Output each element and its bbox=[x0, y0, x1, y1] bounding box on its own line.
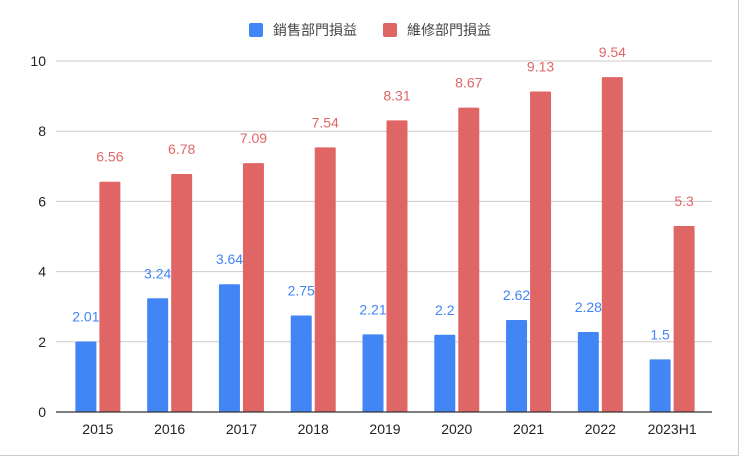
data-label-sales: 2.21 bbox=[359, 301, 386, 317]
data-label-repair: 8.67 bbox=[455, 75, 482, 91]
y-tick-label: 8 bbox=[38, 123, 46, 139]
data-label-sales: 2.62 bbox=[503, 287, 530, 303]
data-label-repair: 6.78 bbox=[168, 141, 195, 157]
bar-sales bbox=[147, 298, 169, 412]
bar-sales bbox=[649, 359, 671, 412]
bar-repair bbox=[99, 181, 121, 412]
legend-swatch-repair bbox=[383, 23, 397, 37]
data-label-repair: 8.31 bbox=[383, 87, 410, 103]
legend: 銷售部門損益 維修部門損益 bbox=[0, 20, 740, 40]
x-tick-label: 2019 bbox=[369, 421, 400, 437]
data-label-repair: 7.54 bbox=[312, 114, 339, 130]
bar-repair bbox=[530, 91, 552, 413]
y-tick-label: 6 bbox=[38, 193, 46, 209]
x-tick-label: 2020 bbox=[441, 421, 472, 437]
x-tick-label: 2018 bbox=[298, 421, 329, 437]
bar-sales bbox=[75, 341, 97, 412]
x-tick-label: 2017 bbox=[226, 421, 257, 437]
bar-repair bbox=[171, 174, 193, 412]
legend-label-sales: 銷售部門損益 bbox=[273, 22, 357, 38]
data-label-sales: 3.24 bbox=[144, 265, 171, 281]
x-tick-label: 2022 bbox=[585, 421, 616, 437]
bar-sales bbox=[362, 334, 384, 412]
data-label-repair: 6.56 bbox=[96, 149, 123, 165]
data-label-repair: 5.3 bbox=[674, 193, 694, 209]
y-tick-label: 4 bbox=[38, 264, 46, 280]
data-label-sales: 2.01 bbox=[72, 308, 99, 324]
x-tick-label: 2016 bbox=[154, 421, 185, 437]
bar-sales bbox=[434, 334, 456, 412]
bar-repair bbox=[242, 163, 264, 412]
bar-sales bbox=[290, 315, 312, 412]
data-label-sales: 3.64 bbox=[216, 251, 243, 267]
y-tick-label: 10 bbox=[30, 53, 46, 69]
data-label-repair: 7.09 bbox=[240, 130, 267, 146]
x-tick-label: 2021 bbox=[513, 421, 544, 437]
data-label-sales: 1.5 bbox=[650, 326, 670, 342]
bar-repair bbox=[314, 147, 336, 412]
legend-label-repair: 維修部門損益 bbox=[407, 22, 491, 38]
legend-item-repair[interactable]: 維修部門損益 bbox=[383, 20, 491, 40]
bar-sales bbox=[506, 320, 528, 412]
x-tick-label: 2015 bbox=[82, 421, 113, 437]
bar-sales bbox=[218, 284, 240, 412]
bar-sales bbox=[577, 331, 599, 412]
y-tick-label: 2 bbox=[38, 334, 46, 350]
legend-swatch-sales bbox=[249, 23, 263, 37]
data-label-repair: 9.54 bbox=[599, 44, 626, 60]
bar-repair bbox=[601, 77, 623, 413]
data-label-sales: 2.2 bbox=[435, 302, 455, 318]
data-label-repair: 9.13 bbox=[527, 59, 554, 75]
data-label-sales: 2.28 bbox=[575, 299, 602, 315]
data-label-sales: 2.75 bbox=[288, 282, 315, 298]
legend-item-sales[interactable]: 銷售部門損益 bbox=[249, 20, 357, 40]
bar-repair bbox=[458, 107, 480, 413]
bar-repair bbox=[673, 225, 695, 412]
y-tick-label: 0 bbox=[38, 404, 46, 420]
x-tick-label: 2023H1 bbox=[648, 421, 697, 437]
bar-repair bbox=[386, 120, 408, 412]
